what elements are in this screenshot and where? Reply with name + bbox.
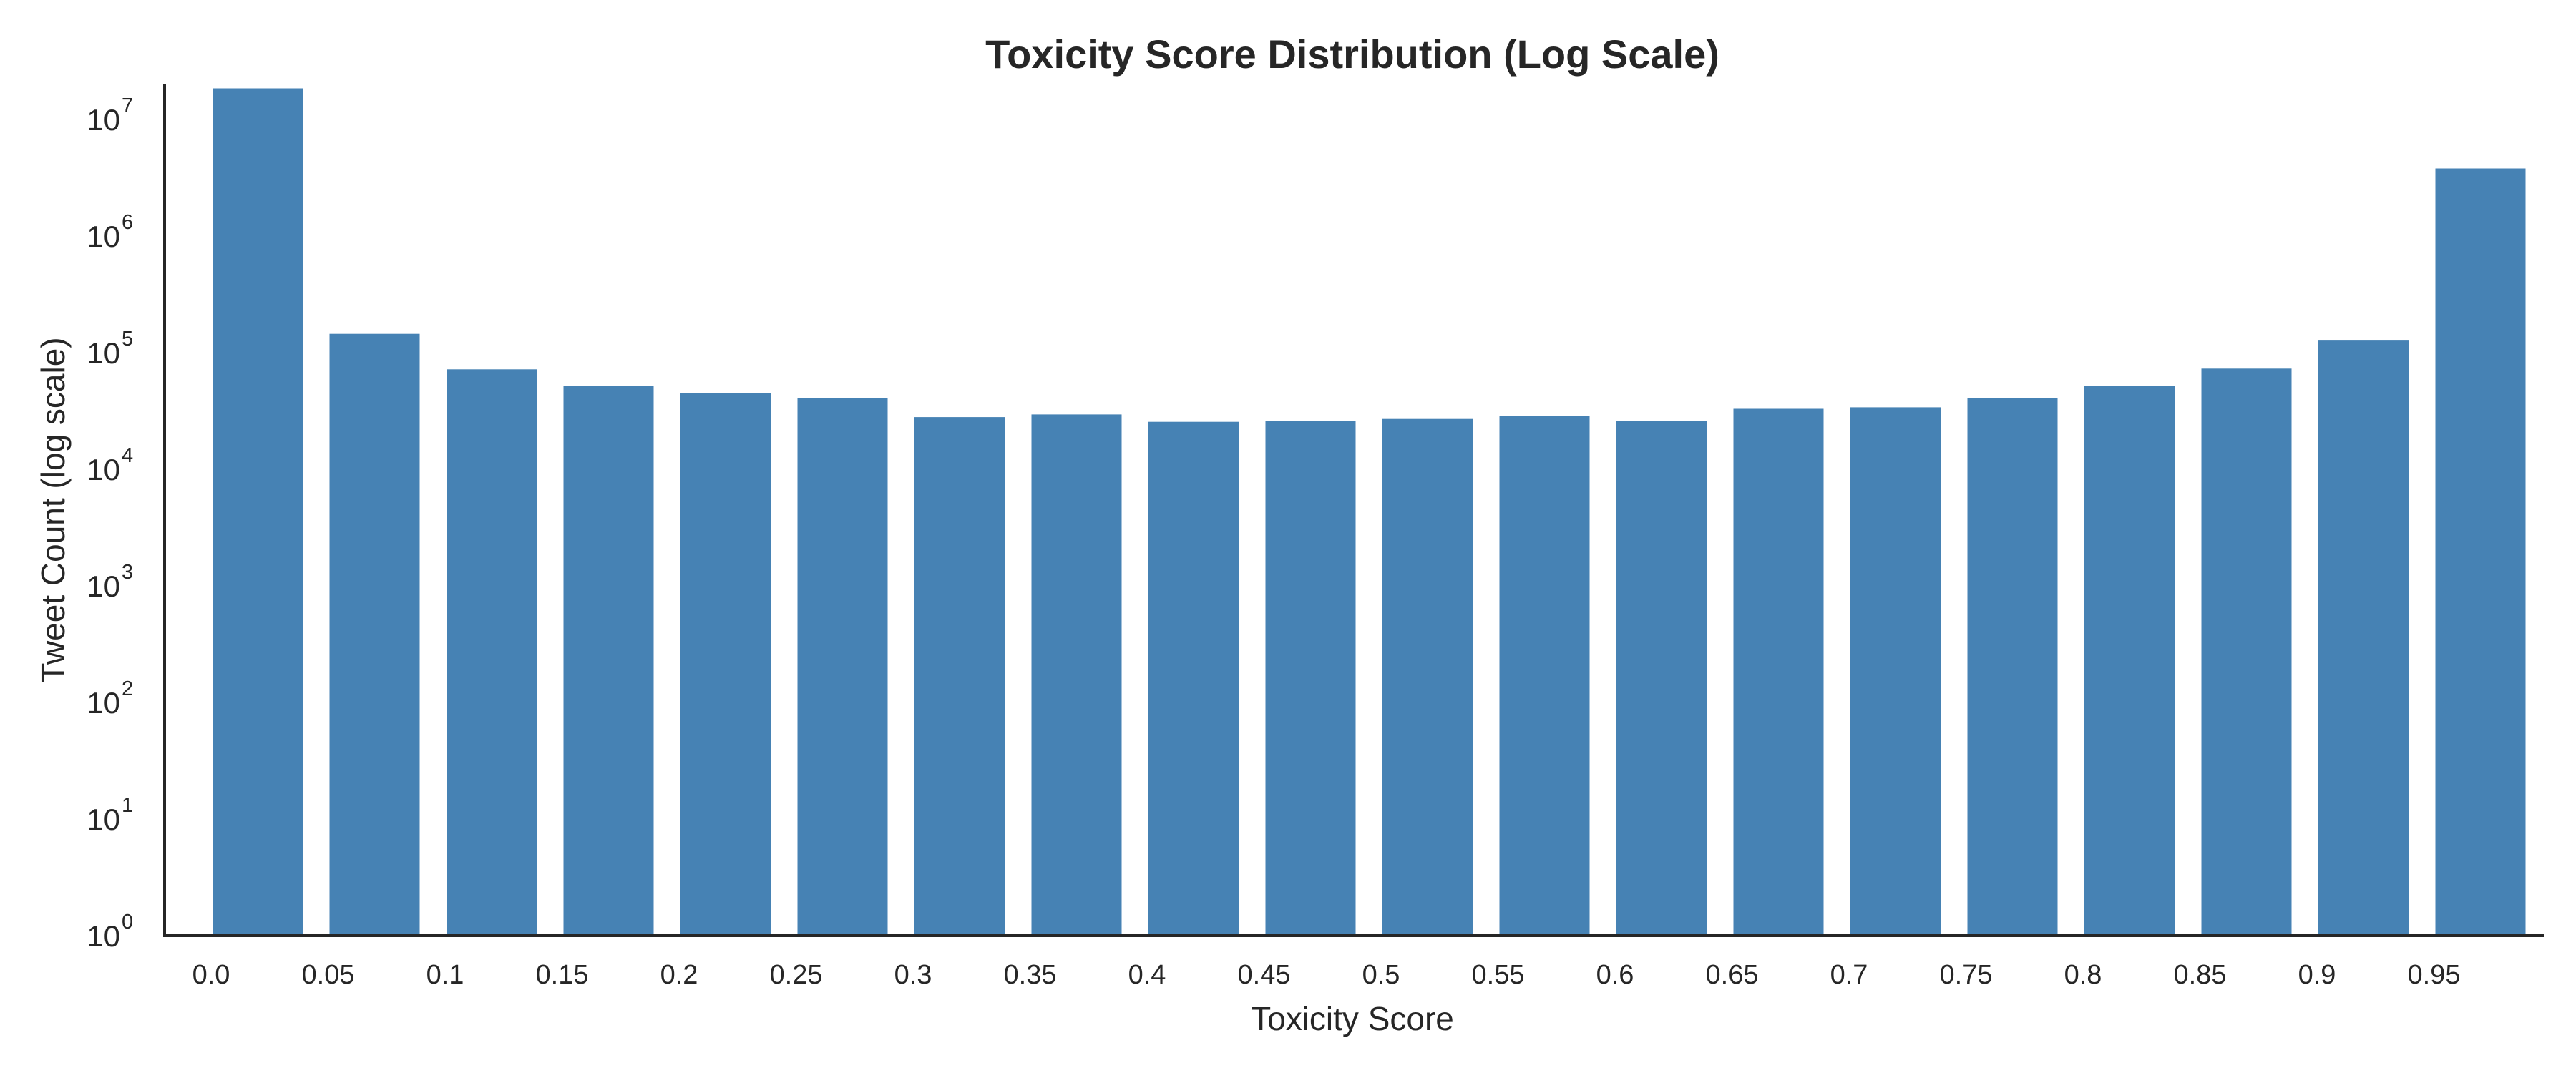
x-tick-label: 0.55: [1472, 960, 1525, 990]
x-tick-label: 0.8: [2064, 960, 2102, 990]
y-tick-exponent: 1: [122, 794, 133, 817]
y-tick-exponent: 5: [122, 328, 133, 351]
bar-0.7: [1850, 407, 1941, 936]
y-axis-label: Tweet Count (log scale): [34, 337, 72, 682]
x-tick-label: 0.25: [770, 960, 823, 990]
y-tick-exponent: 3: [122, 561, 133, 584]
y-tick-label: 10: [87, 103, 120, 137]
y-tick-label: 10: [87, 453, 120, 486]
bar-0.45: [1265, 421, 1356, 936]
x-tick-label: 0.15: [536, 960, 589, 990]
y-tick-exponent: 2: [122, 677, 133, 700]
bar-0.85: [2201, 368, 2292, 936]
bar-0.2: [680, 393, 771, 936]
x-tick-label: 0.45: [1238, 960, 1291, 990]
x-axis-label: Toxicity Score: [1251, 1000, 1454, 1037]
x-tick-label: 0.05: [302, 960, 355, 990]
y-tick-exponent: 4: [122, 444, 133, 467]
x-tick-label: 0.85: [2174, 960, 2227, 990]
bar-0.3: [914, 417, 1005, 936]
y-tick-label: 10: [87, 803, 120, 836]
x-tick-label: 0.7: [1830, 960, 1868, 990]
x-tick-label: 0.9: [2298, 960, 2336, 990]
x-tick-label: 0.6: [1596, 960, 1634, 990]
y-tick-exponent: 6: [122, 211, 133, 234]
bar-0.95: [2435, 168, 2526, 936]
x-tick-label: 0.2: [660, 960, 698, 990]
bar-0.05: [329, 333, 420, 936]
y-tick-label: 10: [87, 220, 120, 253]
bar-0.35: [1031, 414, 1122, 936]
bar-0.75: [1967, 398, 2058, 936]
bar-0.65: [1733, 408, 1824, 936]
y-tick-label: 10: [87, 569, 120, 603]
bar-0.6: [1616, 421, 1707, 936]
x-tick-label: 0.4: [1128, 960, 1166, 990]
bar-0.9: [2318, 340, 2409, 936]
chart-title: Toxicity Score Distribution (Log Scale): [985, 31, 1719, 77]
x-tick-label: 0.3: [894, 960, 932, 990]
x-tick-label: 0.75: [1940, 960, 1993, 990]
bar-0.55: [1499, 416, 1590, 936]
bars-group: [213, 88, 2526, 936]
bar-0.25: [797, 398, 888, 936]
y-tick-label: 10: [87, 336, 120, 370]
bar-0.8: [2084, 386, 2175, 936]
y-tick-exponent: 0: [122, 911, 133, 934]
x-tick-labels: 0.0 0.05 0.1 0.15 0.2 0.25 0.3 0.35 0.4 0.45 0.5 0.…: [192, 960, 2461, 990]
x-tick-label: 0.95: [2408, 960, 2461, 990]
x-tick-label: 0.65: [1706, 960, 1759, 990]
y-tick-exponent: 7: [122, 94, 133, 117]
y-tick-label: 10: [87, 919, 120, 953]
bar-0.15: [563, 386, 654, 936]
x-tick-label: 0.5: [1362, 960, 1400, 990]
bar-0.5: [1382, 418, 1473, 936]
x-tick-label: 0.35: [1004, 960, 1057, 990]
x-tick-label: 0.1: [426, 960, 464, 990]
x-tick-label: 0.0: [192, 960, 230, 990]
y-tick-label: 10: [87, 686, 120, 720]
bar-0.4: [1148, 421, 1239, 936]
bar-0.1: [447, 369, 537, 936]
bar-0.0: [213, 88, 303, 936]
